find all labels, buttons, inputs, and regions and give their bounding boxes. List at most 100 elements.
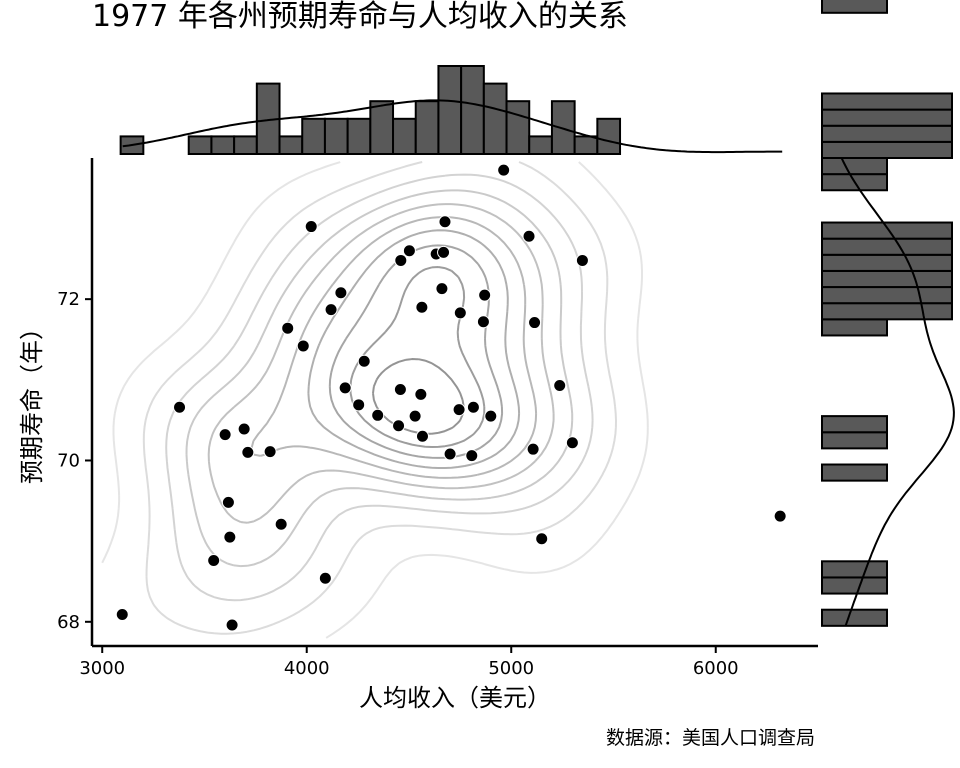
data-point — [207, 553, 221, 567]
data-point — [476, 315, 490, 329]
x-density-curve — [122, 99, 783, 154]
data-point — [575, 253, 589, 267]
data-point — [553, 378, 567, 392]
x-histogram-bar — [414, 100, 440, 155]
x-histogram-bar — [482, 82, 508, 155]
data-point — [324, 303, 338, 317]
data-point — [225, 618, 239, 632]
y-histogram-bar — [821, 560, 888, 579]
x-histogram-bar — [210, 135, 236, 155]
y-histogram-bar — [821, 124, 953, 143]
data-point — [415, 300, 429, 314]
y-histogram-bar — [821, 318, 888, 337]
y-tick-label: 70 — [57, 450, 80, 471]
y-tick-label: 72 — [57, 289, 80, 310]
data-point — [392, 419, 406, 433]
y-histogram-bar — [821, 302, 953, 321]
y-histogram-bar — [821, 269, 953, 289]
data-point — [437, 245, 451, 259]
y-histogram-bar — [821, 415, 888, 434]
x-tick-label: 6000 — [693, 658, 739, 679]
density-contour-line — [207, 203, 555, 524]
y-histogram-bar — [821, 108, 953, 127]
y-histogram-bar — [821, 431, 888, 450]
y-histogram-bar — [821, 237, 953, 256]
y-axis-ticks: 68 70 72 — [57, 289, 92, 633]
density-contour-line — [101, 161, 649, 639]
y-histogram-bar — [821, 608, 888, 627]
y-axis-title: 预期寿命（年） — [18, 316, 46, 484]
x-tick-label: 3000 — [79, 658, 125, 679]
data-point — [223, 530, 237, 544]
data-point — [394, 253, 408, 267]
scatter-points — [115, 163, 787, 632]
x-histogram-bar — [278, 135, 304, 155]
chart-title: 1977 年各州预期寿命与人均收入的关系 — [92, 0, 628, 34]
data-point — [522, 229, 536, 243]
x-histogram-bar — [301, 117, 326, 156]
x-tick-label: 4000 — [284, 658, 330, 679]
x-histogram-bar — [369, 100, 395, 155]
x-histogram-bar — [346, 117, 372, 156]
source-caption: 数据源：美国人口调查局 — [606, 727, 815, 749]
data-point — [528, 316, 542, 330]
data-point — [371, 408, 385, 422]
data-point — [526, 442, 540, 456]
data-point — [535, 532, 549, 546]
x-histogram-bar — [392, 117, 417, 156]
data-point — [466, 400, 480, 414]
density-contour-line — [250, 216, 538, 479]
data-point — [414, 387, 428, 401]
data-point — [263, 445, 277, 459]
data-point — [334, 286, 348, 300]
data-point — [478, 288, 492, 302]
data-point — [408, 409, 422, 423]
y-histogram-bar — [821, 0, 888, 14]
data-point — [402, 244, 416, 258]
data-point — [484, 409, 498, 423]
data-point — [773, 509, 787, 523]
data-point — [221, 495, 235, 509]
data-point — [274, 517, 288, 531]
data-point — [435, 282, 449, 296]
density-contour-line — [328, 244, 504, 459]
data-point — [318, 571, 332, 585]
data-point — [415, 429, 429, 443]
density-contour-line — [307, 229, 521, 469]
x-axis-title: 人均收入（美元） — [359, 684, 551, 712]
x-histogram-bar — [233, 135, 258, 155]
y-density-curve — [840, 157, 955, 627]
y-tick-label: 68 — [57, 612, 80, 633]
y-histogram-bar — [821, 286, 953, 305]
y-histogram-bar — [821, 576, 888, 595]
y-histogram-bar — [821, 140, 953, 159]
data-point — [438, 215, 452, 229]
data-point — [465, 449, 479, 463]
x-marginal-histogram — [119, 65, 783, 156]
data-point — [565, 436, 579, 450]
y-histogram-bar — [821, 463, 888, 482]
data-point — [218, 428, 232, 442]
x-histogram-bar — [596, 117, 622, 156]
data-point — [352, 398, 366, 412]
x-histogram-bar — [437, 65, 463, 155]
data-point — [357, 354, 371, 368]
data-point — [281, 321, 295, 335]
x-histogram-bar — [573, 135, 599, 155]
y-marginal-histogram — [821, 0, 955, 627]
y-histogram-bar — [821, 253, 953, 272]
data-point — [443, 447, 457, 461]
data-point — [115, 608, 129, 622]
data-point — [304, 220, 318, 234]
x-histogram-bar — [323, 117, 349, 156]
data-point — [452, 403, 466, 417]
x-histogram-bar — [505, 100, 531, 155]
x-histogram-bar — [550, 100, 576, 155]
data-point — [453, 306, 467, 320]
data-point — [296, 339, 310, 353]
data-point — [237, 422, 251, 436]
density-contour-line — [142, 161, 617, 635]
data-point — [497, 163, 511, 177]
x-tick-label: 5000 — [488, 658, 534, 679]
